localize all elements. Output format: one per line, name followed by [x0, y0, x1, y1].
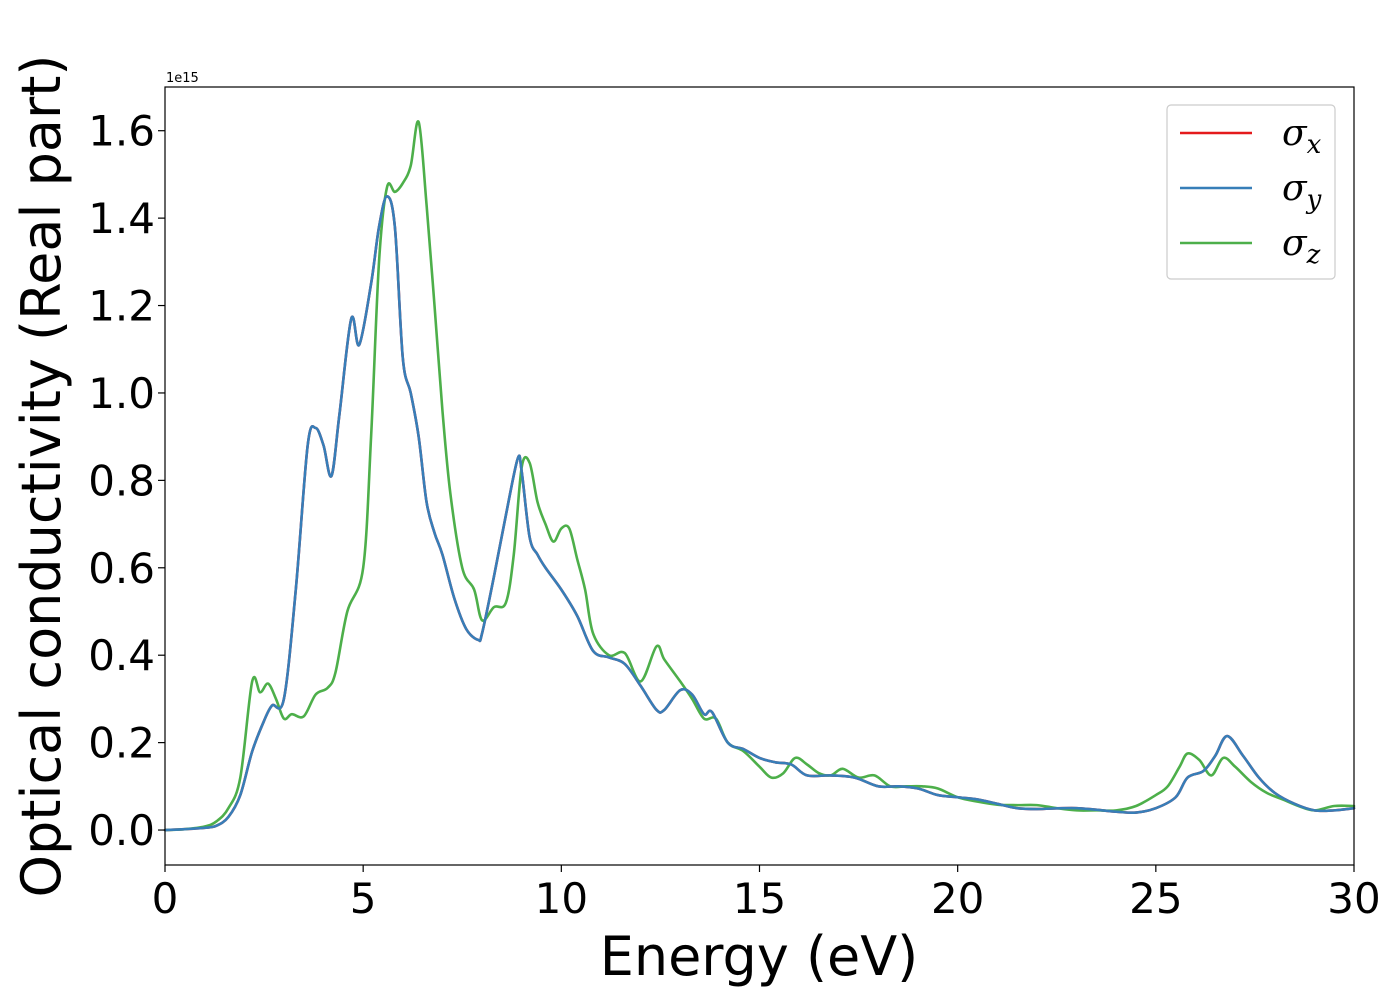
y-offset-label: 1e15 — [166, 71, 199, 86]
y-tick-label: 0.6 — [88, 544, 155, 593]
x-axis-ticks: 0 5 10 15 20 25 30 — [152, 865, 1381, 923]
x-axis-label: Energy (eV) — [600, 925, 919, 988]
y-tick-label: 0.0 — [88, 806, 155, 855]
series-line-y — [163, 194, 1356, 832]
x-tick-label: 25 — [1129, 874, 1182, 923]
legend-items: σx σy σz — [1180, 113, 1322, 270]
series-line-z — [163, 120, 1356, 832]
x-tick-label: 5 — [350, 874, 377, 923]
y-tick-label: 0.8 — [88, 456, 155, 505]
y-tick-label: 1.4 — [88, 194, 155, 243]
y-tick-label: 0.4 — [88, 631, 155, 680]
legend-label-z: σz — [1282, 223, 1321, 270]
legend-box — [1166, 104, 1336, 280]
x-tick-label: 15 — [733, 874, 786, 923]
y-tick-label: 1.2 — [88, 282, 155, 331]
legend-label-x: σx — [1282, 113, 1322, 160]
series-layer — [163, 120, 1356, 832]
y-tick-label: 0.2 — [88, 719, 155, 768]
legend: σx σy σz — [1166, 104, 1336, 280]
y-axis-label: Optical conductivity (Real part) — [10, 55, 73, 898]
y-axis-ticks: 0.0 0.2 0.4 0.6 0.8 1.0 1.2 1.4 1.6 — [88, 107, 165, 855]
legend-label-y: σy — [1282, 168, 1322, 215]
x-tick-label: 10 — [535, 874, 588, 923]
x-tick-label: 0 — [152, 874, 179, 923]
y-tick-label: 1.6 — [88, 107, 155, 156]
x-tick-label: 20 — [931, 874, 984, 923]
y-tick-label: 1.0 — [88, 369, 155, 418]
x-tick-label: 30 — [1327, 874, 1380, 923]
